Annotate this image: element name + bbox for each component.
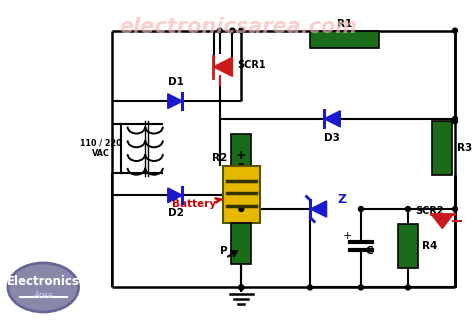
Circle shape bbox=[217, 28, 222, 33]
Circle shape bbox=[453, 28, 457, 33]
Text: R4: R4 bbox=[422, 241, 437, 251]
Text: D2: D2 bbox=[168, 208, 183, 218]
Bar bbox=[231, 133, 251, 182]
Circle shape bbox=[230, 28, 235, 33]
Circle shape bbox=[406, 207, 410, 212]
Text: Z: Z bbox=[337, 193, 346, 206]
Polygon shape bbox=[168, 188, 182, 203]
Text: D3: D3 bbox=[324, 132, 339, 142]
Circle shape bbox=[453, 116, 457, 121]
Circle shape bbox=[308, 285, 312, 290]
Ellipse shape bbox=[8, 263, 79, 312]
Text: R3: R3 bbox=[457, 143, 472, 153]
Circle shape bbox=[239, 28, 244, 33]
Bar bbox=[432, 121, 452, 175]
Circle shape bbox=[453, 207, 457, 212]
Text: 110 / 220
VAC: 110 / 220 VAC bbox=[80, 139, 122, 158]
Text: R1: R1 bbox=[337, 19, 352, 28]
Text: Battery: Battery bbox=[172, 198, 221, 209]
Text: SCR1: SCR1 bbox=[237, 60, 266, 70]
Circle shape bbox=[239, 285, 244, 290]
Circle shape bbox=[239, 164, 244, 168]
Circle shape bbox=[239, 193, 244, 198]
Text: C: C bbox=[366, 246, 374, 256]
Text: +: + bbox=[236, 149, 246, 162]
Text: +: + bbox=[343, 231, 352, 242]
Text: Area: Area bbox=[34, 291, 53, 300]
Text: R2: R2 bbox=[212, 153, 228, 163]
Text: electronicsarea.com: electronicsarea.com bbox=[119, 17, 357, 37]
Circle shape bbox=[406, 285, 410, 290]
Polygon shape bbox=[431, 214, 453, 228]
Bar bbox=[223, 166, 260, 223]
Bar bbox=[398, 224, 418, 268]
Bar bbox=[231, 223, 251, 264]
Text: P: P bbox=[220, 246, 228, 256]
Bar bbox=[310, 31, 379, 48]
Polygon shape bbox=[310, 201, 327, 217]
Circle shape bbox=[358, 285, 364, 290]
Circle shape bbox=[239, 207, 244, 212]
Circle shape bbox=[453, 119, 457, 124]
Circle shape bbox=[239, 285, 244, 290]
Circle shape bbox=[358, 207, 364, 212]
Polygon shape bbox=[213, 57, 232, 76]
Polygon shape bbox=[168, 94, 182, 108]
Text: -: - bbox=[238, 225, 245, 240]
Text: SCR2: SCR2 bbox=[415, 206, 444, 216]
Text: Electronics: Electronics bbox=[7, 275, 80, 288]
Text: D1: D1 bbox=[168, 77, 183, 87]
Polygon shape bbox=[324, 111, 340, 127]
